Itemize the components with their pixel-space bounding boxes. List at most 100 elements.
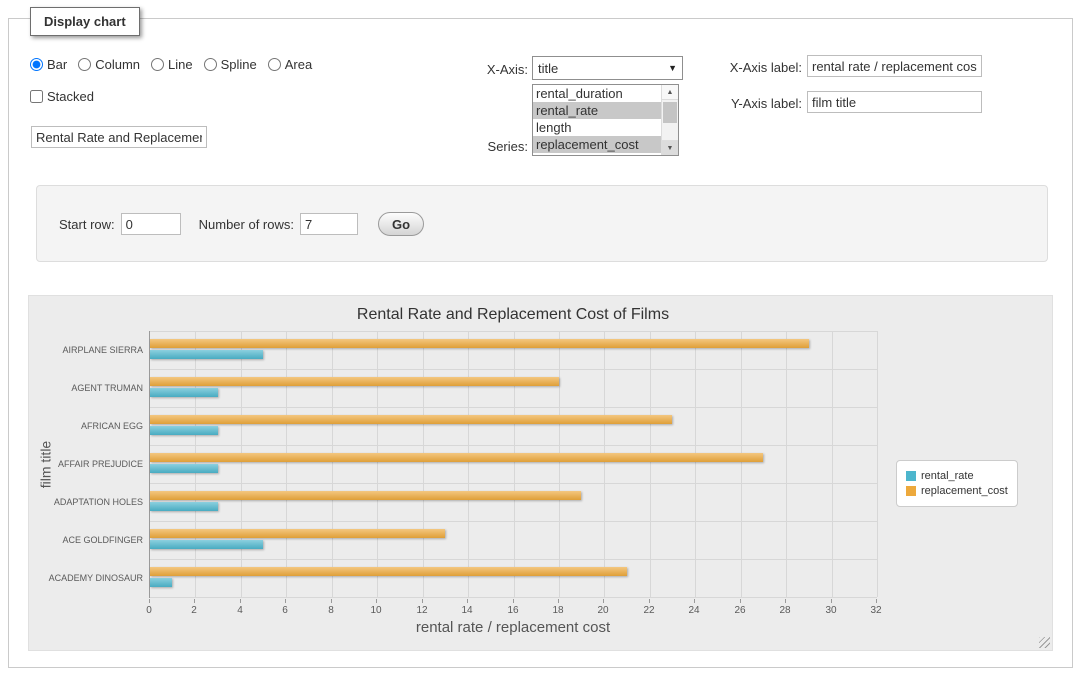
bar-replacement_cost <box>150 529 445 538</box>
x-axis-tick: 22 <box>643 605 654 616</box>
gridline <box>332 331 333 597</box>
x-axis-tick: 26 <box>734 605 745 616</box>
gridline <box>150 407 877 408</box>
tick-mark <box>513 599 514 603</box>
rows-panel: Start row: Number of rows: Go <box>36 185 1048 262</box>
start-row-input[interactable] <box>121 213 181 235</box>
category-label: ADAPTATION HOLES <box>54 497 143 507</box>
category-axis-labels: AIRPLANE SIERRAAGENT TRUMANAFRICAN EGGAF… <box>29 331 143 598</box>
tick-mark <box>422 599 423 603</box>
scroll-up-icon[interactable]: ▲ <box>662 85 678 100</box>
category-label: ACE GOLDFINGER <box>62 535 143 545</box>
x-axis-tick: 30 <box>825 605 836 616</box>
tick-mark <box>376 599 377 603</box>
tick-mark <box>285 599 286 603</box>
chart-type-radio-line[interactable] <box>151 58 164 71</box>
gridline <box>377 331 378 597</box>
series-option-replacement_cost[interactable]: replacement_cost <box>533 136 661 153</box>
series-option-length[interactable]: length <box>533 119 661 136</box>
gridline <box>241 331 242 597</box>
tick-mark <box>603 599 604 603</box>
tick-mark <box>649 599 650 603</box>
bar-replacement_cost <box>150 339 809 348</box>
x-axis-tick-labels: 02468101214161820222426283032 <box>149 605 877 617</box>
series-listbox[interactable]: rental_durationrental_ratelengthreplacem… <box>532 84 679 156</box>
listbox-scrollbar[interactable]: ▲ ▼ <box>661 85 678 155</box>
scroll-down-icon[interactable]: ▼ <box>662 140 678 155</box>
tick-mark <box>331 599 332 603</box>
tick-mark <box>740 599 741 603</box>
chart-type-bar[interactable]: Bar <box>30 57 67 72</box>
gridline <box>150 559 877 560</box>
series-option-rental_rate[interactable]: rental_rate <box>533 102 661 119</box>
x-axis-title: rental rate / replacement cost <box>149 619 877 636</box>
gridline <box>286 331 287 597</box>
gridline <box>695 331 696 597</box>
chart-title-input[interactable] <box>31 126 207 148</box>
x-axis-tick: 16 <box>507 605 518 616</box>
chart-type-radio-column[interactable] <box>78 58 91 71</box>
y-axis-label-input[interactable] <box>807 91 982 113</box>
tick-mark <box>694 599 695 603</box>
display-chart-legend: Display chart <box>30 7 140 36</box>
bar-rental_rate <box>150 426 218 435</box>
bar-rental_rate <box>150 540 263 549</box>
chevron-down-icon: ▼ <box>668 63 677 73</box>
gridline <box>559 331 560 597</box>
plot-area <box>149 331 877 598</box>
stacked-label: Stacked <box>47 89 94 104</box>
legend-item-replacement_cost[interactable]: replacement_cost <box>906 485 1008 497</box>
gridline <box>604 331 605 597</box>
chart-type-radio-area[interactable] <box>268 58 281 71</box>
number-of-rows-label: Number of rows: <box>199 217 294 232</box>
legend-swatch <box>906 486 916 496</box>
tick-mark <box>149 599 150 603</box>
gridline <box>150 369 877 370</box>
stacked-checkbox[interactable] <box>30 90 43 103</box>
x-axis-tick: 32 <box>870 605 881 616</box>
tick-mark <box>785 599 786 603</box>
category-label: AFFAIR PREJUDICE <box>58 459 143 469</box>
gridline <box>423 331 424 597</box>
x-axis-tick: 18 <box>552 605 563 616</box>
chart-type-radio-spline[interactable] <box>204 58 217 71</box>
go-button[interactable]: Go <box>378 212 424 236</box>
chart-type-radio-bar[interactable] <box>30 58 43 71</box>
bar-rental_rate <box>150 578 172 587</box>
scrollbar-thumb[interactable] <box>663 102 677 123</box>
number-of-rows-input[interactable] <box>300 213 358 235</box>
gridline <box>150 445 877 446</box>
x-axis-tick: 28 <box>779 605 790 616</box>
tick-mark <box>558 599 559 603</box>
bar-replacement_cost <box>150 377 559 386</box>
gridline <box>650 331 651 597</box>
x-axis-tick: 14 <box>461 605 472 616</box>
bar-rental_rate <box>150 388 218 397</box>
legend-item-rental_rate[interactable]: rental_rate <box>906 470 1008 482</box>
chart-type-column[interactable]: Column <box>78 57 140 72</box>
series-option-rental_duration[interactable]: rental_duration <box>533 85 661 102</box>
legend-label: rental_rate <box>921 470 974 482</box>
x-axis-tick: 2 <box>191 605 197 616</box>
x-axis-tick: 20 <box>597 605 608 616</box>
resize-handle-icon[interactable] <box>1039 637 1050 648</box>
tick-mark <box>831 599 832 603</box>
stacked-option: Stacked <box>30 89 94 104</box>
category-label: ACADEMY DINOSAUR <box>49 573 143 583</box>
gridline <box>150 331 877 332</box>
chart-type-line[interactable]: Line <box>151 57 193 72</box>
bar-replacement_cost <box>150 453 763 462</box>
x-axis-label-input[interactable] <box>807 55 982 77</box>
gridline <box>741 331 742 597</box>
tick-mark <box>876 599 877 603</box>
bar-rental_rate <box>150 464 218 473</box>
series-label: Series: <box>430 139 528 154</box>
bar-rental_rate <box>150 502 218 511</box>
chart-type-spline[interactable]: Spline <box>204 57 257 72</box>
bar-replacement_cost <box>150 491 581 500</box>
bar-replacement_cost <box>150 415 672 424</box>
rows-controls: Start row: Number of rows: Go <box>59 212 424 236</box>
x-axis-tick: 24 <box>688 605 699 616</box>
x-axis-select[interactable]: title ▼ <box>532 56 683 80</box>
chart-type-area[interactable]: Area <box>268 57 312 72</box>
